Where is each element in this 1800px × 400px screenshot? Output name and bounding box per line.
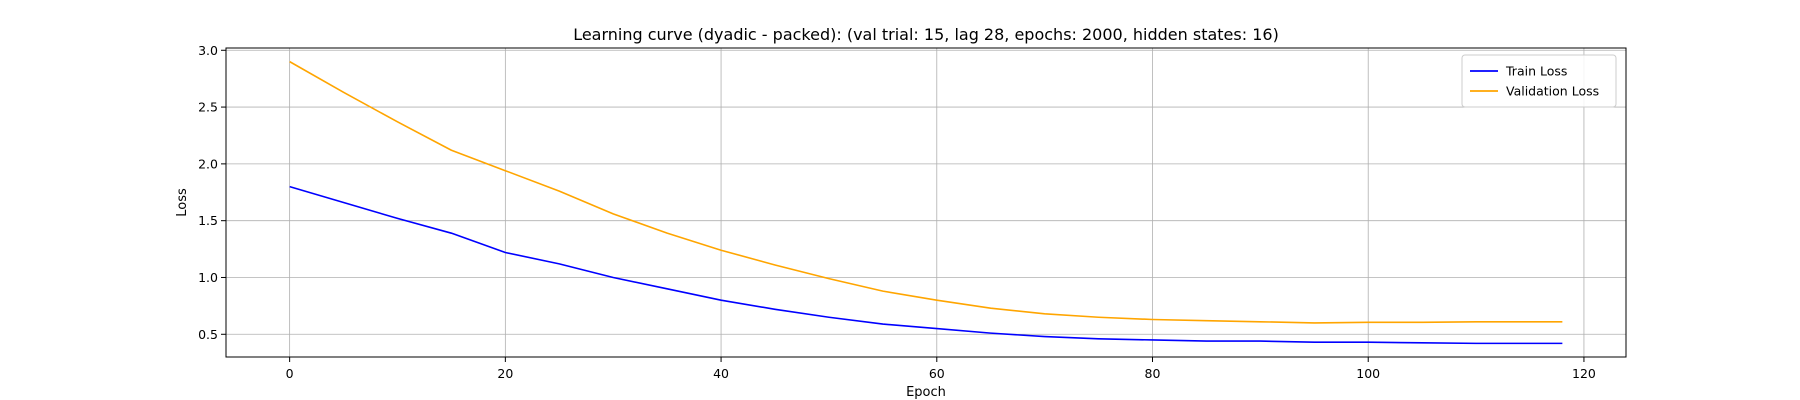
y-tick-label: 2.0 [198,156,218,171]
legend: Train Loss Validation Loss [1461,54,1617,108]
y-tick-label: 0.5 [198,327,218,342]
legend-label: Validation Loss [1506,84,1599,99]
series-line-validation-loss [289,60,1563,324]
legend-label: Train Loss [1505,64,1567,79]
y-tick-label: 2.5 [198,100,218,115]
y-tick-label: 1.5 [198,213,218,228]
x-tick-label: 40 [713,366,729,381]
grid-lines [226,48,1626,357]
x-axis-ticks: 0 20 40 60 80 100 120 [286,357,1596,381]
x-tick-label: 0 [286,366,294,381]
x-tick-label: 60 [929,366,945,381]
x-tick-label: 120 [1572,366,1596,381]
legend-box [1461,54,1617,108]
x-tick-label: 20 [497,366,513,381]
plot-frame [225,47,1627,358]
chart-title: Learning curve (dyadic - packed): (val t… [573,25,1279,44]
x-tick-label: 80 [1145,366,1161,381]
series-lines [289,60,1563,345]
y-tick-label: 1.0 [198,270,218,285]
x-axis-label: Epoch [906,385,946,400]
y-axis-label: Loss [175,188,190,217]
y-axis-ticks: 0.5 1.0 1.5 2.0 2.5 3.0 [198,43,226,342]
series-line-train-loss [289,185,1563,345]
x-tick-label: 100 [1356,366,1380,381]
y-tick-label: 3.0 [198,43,218,58]
